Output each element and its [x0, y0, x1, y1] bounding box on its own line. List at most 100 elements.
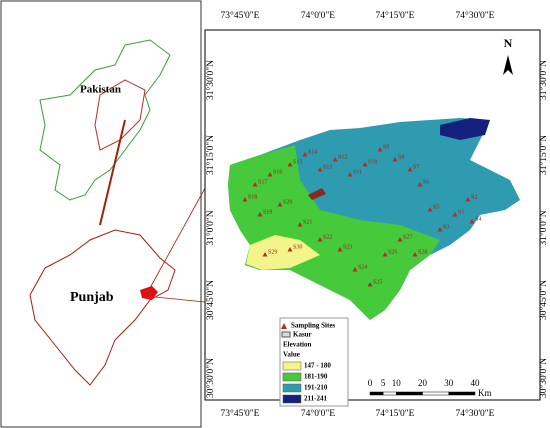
lon-label: 74°0'0"E — [301, 10, 335, 21]
site-marker — [352, 267, 358, 272]
lon-label: 73°45'0"E — [221, 408, 260, 419]
site-marker — [465, 197, 471, 202]
site-marker — [382, 252, 388, 257]
site-label: S16 — [273, 169, 282, 175]
site-label: S29 — [268, 249, 277, 255]
site-marker — [267, 172, 273, 177]
site-marker — [397, 237, 403, 242]
legend-label: 147 - 180 — [304, 362, 331, 370]
scale-label: 0 — [368, 378, 373, 388]
legend-label: Sampling Sites — [291, 322, 335, 330]
site-marker — [297, 222, 303, 227]
site-marker — [347, 172, 353, 177]
lat-label: 30°30'0"N — [538, 358, 549, 398]
lat-label: 30°30'0"N — [205, 358, 216, 398]
site-marker — [287, 162, 293, 167]
site-marker — [277, 202, 283, 207]
site-marker — [252, 182, 258, 187]
site-label: S23 — [343, 244, 352, 250]
site-label: S8 — [398, 154, 404, 160]
site-label: S15 — [293, 159, 302, 165]
elevation-zone — [440, 118, 490, 140]
lat-label: 30°45'0"N — [538, 280, 549, 320]
site-marker — [362, 162, 368, 167]
site-label: S22 — [323, 234, 332, 240]
site-marker — [377, 147, 383, 152]
site-marker — [452, 212, 458, 217]
legend-swatch — [282, 383, 302, 393]
pakistan-outline — [39, 39, 171, 201]
site-label: S14 — [308, 149, 317, 155]
legend-symbol — [281, 331, 291, 338]
kasur-inset — [140, 286, 158, 300]
site-label: S3 — [443, 224, 449, 230]
elevation-zone — [246, 235, 320, 270]
north-label: N — [504, 36, 513, 50]
scale-unit: Km — [478, 388, 492, 398]
legend-label: Kasur — [293, 331, 312, 339]
site-marker — [427, 207, 433, 212]
legend-symbol — [281, 323, 287, 329]
scale-label: 30 — [444, 378, 454, 388]
lon-label: 74°30'0"E — [456, 10, 495, 21]
lat-label: 31°30'0"N — [538, 60, 549, 100]
site-label: S20 — [283, 199, 292, 205]
lat-label: 31°0'0"N — [538, 210, 549, 245]
legend-label: 181-190 — [304, 373, 328, 381]
urban-area — [308, 188, 326, 200]
site-marker — [437, 227, 443, 232]
site-label: S10 — [368, 159, 377, 165]
scale-label: 10 — [392, 378, 402, 388]
site-marker — [469, 219, 475, 224]
site-marker — [242, 197, 248, 202]
site-label: S6 — [423, 179, 429, 185]
lon-label: 74°0'0"E — [301, 408, 335, 419]
site-marker — [302, 152, 308, 157]
site-marker — [337, 247, 343, 252]
legend-label: 191-210 — [304, 384, 328, 392]
site-label: S9 — [383, 144, 389, 150]
scale-segment — [422, 391, 449, 396]
site-marker — [332, 157, 338, 162]
legend-label: 211-241 — [304, 395, 327, 403]
site-label: S11 — [353, 169, 362, 175]
legend-label: Elevation — [283, 341, 311, 349]
site-label: S17 — [258, 179, 267, 185]
site-label: S2 — [471, 194, 477, 200]
site-label: S24 — [358, 264, 367, 270]
site-marker — [317, 237, 323, 242]
scale-segment — [382, 391, 397, 396]
scale-label: 20 — [418, 378, 428, 388]
scale-label: 5 — [381, 378, 386, 388]
inset-label: Punjab — [70, 290, 114, 305]
lon-label: 74°30'0"E — [456, 408, 495, 419]
site-label: S18 — [248, 194, 257, 200]
legend-swatch — [282, 361, 302, 371]
site-label: S4 — [475, 216, 481, 222]
site-marker — [417, 182, 423, 187]
legend-label: Value — [283, 351, 300, 359]
lat-label: 31°0'0"N — [205, 210, 216, 245]
site-label: S28 — [418, 249, 427, 255]
site-label: S1 — [458, 209, 464, 215]
site-marker — [392, 157, 398, 162]
site-marker — [407, 167, 413, 172]
lon-label: 74°15'0"E — [376, 408, 415, 419]
site-label: S13 — [323, 164, 332, 170]
site-marker — [257, 212, 263, 217]
punjab-outline — [29, 229, 176, 386]
site-label: S21 — [303, 219, 312, 225]
connector — [99, 119, 126, 226]
lat-label: 31°30'0"N — [205, 60, 216, 100]
site-marker — [367, 282, 373, 287]
site-marker — [262, 252, 268, 257]
scale-label: 40 — [471, 378, 481, 388]
legend-swatch — [282, 394, 302, 404]
legend-swatch — [282, 372, 302, 382]
scale-segment — [369, 391, 384, 396]
inset-label: Pakistan — [80, 84, 121, 96]
lat-label: 30°45'0"N — [205, 280, 216, 320]
site-marker — [412, 252, 418, 257]
site-label: S19 — [263, 209, 272, 215]
